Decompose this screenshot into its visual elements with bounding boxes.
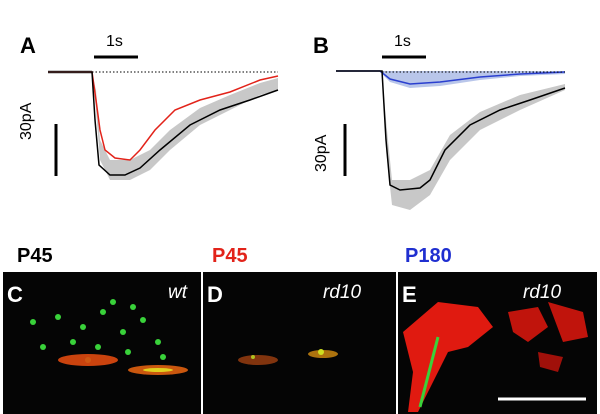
panel-b-amp-scale-label: 30pA <box>313 134 330 172</box>
panel-e-letter: E <box>402 282 417 307</box>
panel-a-amp-scale-label: 30pA <box>18 102 35 140</box>
panel-c-micrograph: C wt <box>3 272 201 414</box>
panel-a-time-scale-label: 1s <box>106 33 123 50</box>
panel-b-black-trace <box>336 70 566 191</box>
panel-c-image <box>30 299 188 375</box>
panel-e-micrograph: E rd10 <box>398 272 597 414</box>
panel-a-red-trace <box>48 71 279 161</box>
panel-d-image <box>238 349 338 365</box>
panel-a-error-band <box>48 70 278 180</box>
panel-d-genotype: rd10 <box>323 282 362 303</box>
panel-d-letter: D <box>207 282 223 307</box>
panel-d-micrograph: D rd10 <box>203 272 396 414</box>
panel-e-image <box>403 302 588 412</box>
panel-a-traces <box>48 55 279 180</box>
panel-a-black-trace <box>48 71 279 176</box>
panel-b-time-scale-label: 1s <box>394 33 411 50</box>
panel-c-letter: C <box>7 282 23 307</box>
panel-a-letter: A <box>20 33 36 58</box>
panel-e-age-label: P180 <box>405 245 452 267</box>
panel-b-error-band <box>382 72 565 210</box>
traces-svg <box>48 55 566 210</box>
panel-b-traces <box>336 55 566 210</box>
panel-b-blue-band <box>380 71 565 88</box>
panel-c-genotype: wt <box>168 282 187 303</box>
panel-e-genotype: rd10 <box>523 282 562 303</box>
panel-d-age-label: P45 <box>212 245 248 267</box>
panel-c-age-label: P45 <box>17 245 53 267</box>
panel-b-letter: B <box>313 33 329 58</box>
